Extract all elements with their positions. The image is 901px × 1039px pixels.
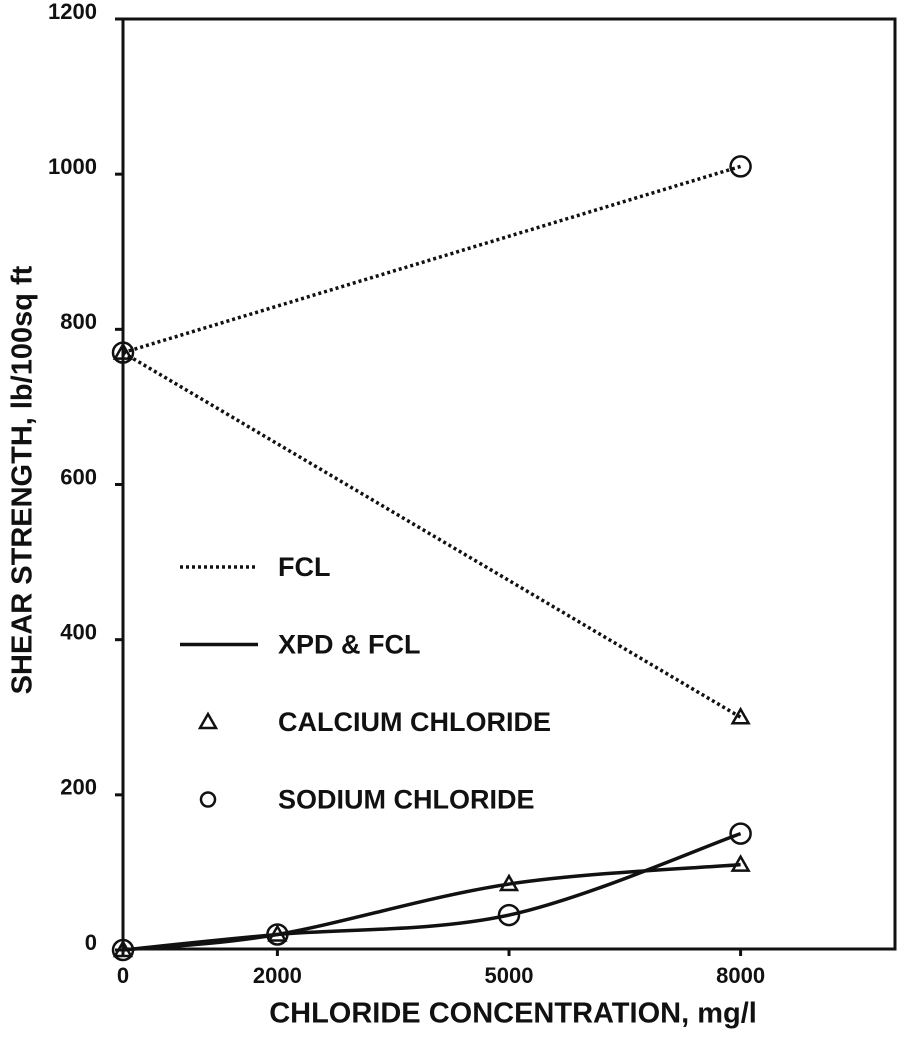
data-point [730, 854, 751, 872]
legend-label: SODIUM CHLORIDE [278, 785, 535, 815]
y-tick-label: 800 [60, 309, 97, 334]
data-point [730, 706, 751, 725]
series-line [122, 164, 742, 355]
y-tick-label: 400 [60, 619, 97, 644]
data-point [112, 939, 134, 958]
data-point [498, 873, 520, 892]
y-tick-label: 200 [60, 775, 97, 800]
legend-marker [199, 791, 217, 808]
x-tick-label: 2000 [253, 963, 302, 988]
y-tick-label: 1000 [48, 154, 97, 179]
data-point [497, 903, 521, 927]
legend-label: FCL [278, 552, 330, 582]
data-point [729, 155, 752, 178]
series-line [122, 351, 742, 719]
x-axis-title: CHLORIDE CONCENTRATION, mg/l [269, 998, 757, 1030]
legend-label: CALCIUM CHLORIDE [278, 707, 551, 737]
data-point [729, 822, 752, 845]
x-tick-label: 8000 [716, 963, 765, 988]
legend-label: XPD & FCL [278, 630, 421, 660]
y-tick-label: 0 [85, 930, 97, 955]
legend-marker [197, 711, 219, 730]
data-point [267, 923, 288, 942]
y-axis-title: SHEAR STRENGTH, lb/100sq ft [7, 265, 39, 694]
series-line [122, 862, 741, 952]
y-tick-label: 600 [60, 464, 97, 489]
y-tick-label: 1200 [48, 0, 97, 24]
x-tick-label: 5000 [485, 963, 534, 988]
data-point [112, 342, 134, 360]
series-line [122, 831, 742, 952]
x-tick-label: 0 [117, 963, 129, 988]
